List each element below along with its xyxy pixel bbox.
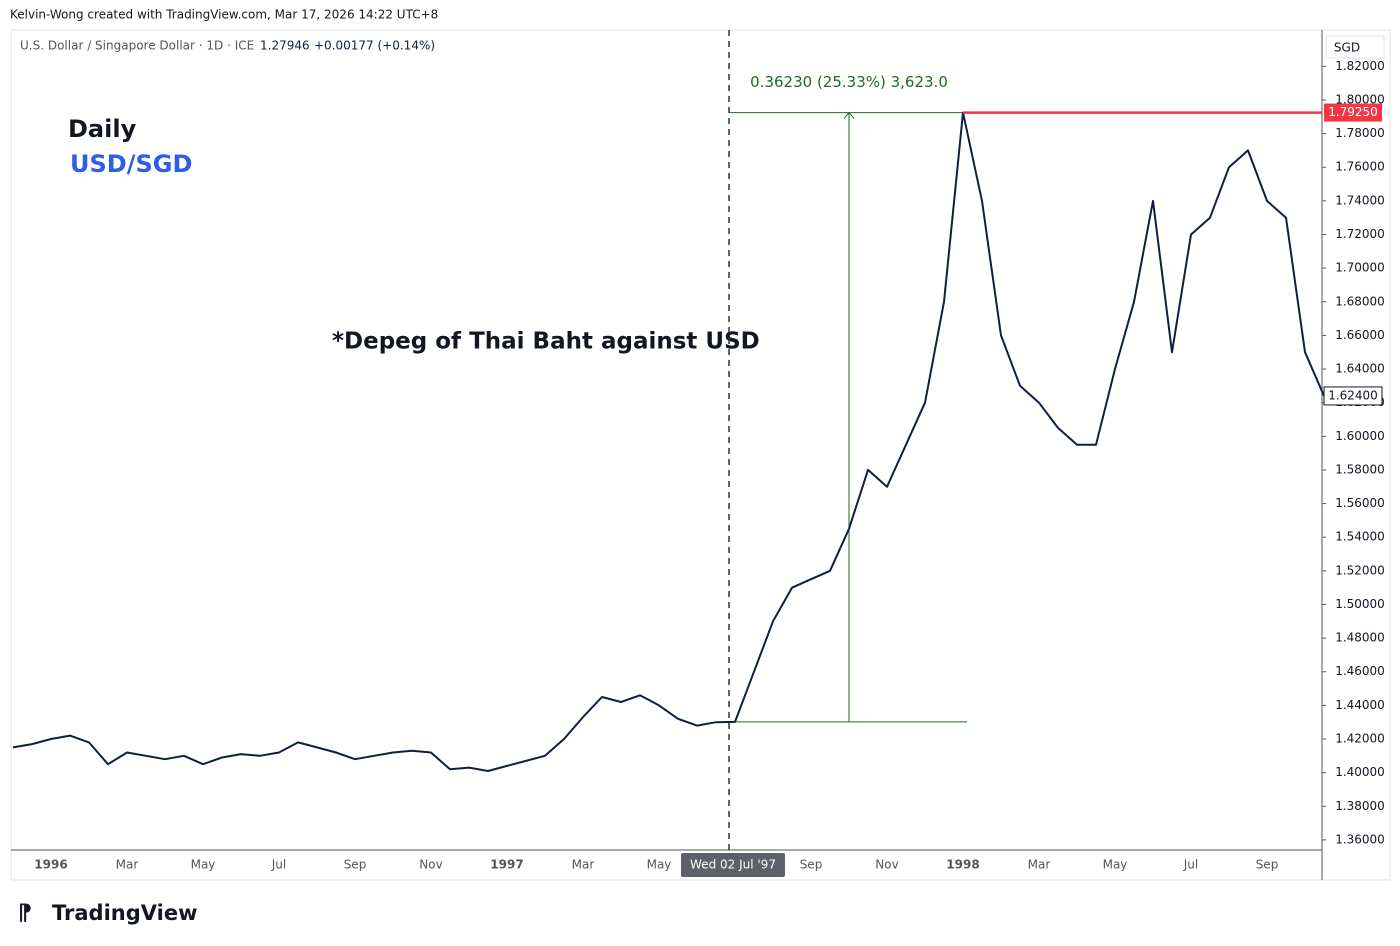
currency-box <box>1325 35 1385 59</box>
price: 1.27946 <box>260 39 310 53</box>
x-tick-label: Jul <box>271 858 286 872</box>
last-price-label: 1.62400 <box>1328 388 1378 402</box>
symbol: U.S. Dollar / Singapore Dollar · 1D · IC… <box>20 39 254 53</box>
event-label: *Depeg of Thai Baht against USD <box>332 329 760 355</box>
frame <box>10 29 1391 881</box>
x-tick-label: May <box>1103 858 1128 872</box>
pair-label: USD/SGD <box>70 150 192 178</box>
x-tick-label: Sep <box>344 858 367 872</box>
y-tick-label: 1.72000 <box>1335 227 1385 241</box>
y-tick-label: 1.52000 <box>1335 563 1385 577</box>
x-tick-label: Nov <box>875 858 898 872</box>
y-tick-label: 1.46000 <box>1335 664 1385 678</box>
logo-text: TradingView <box>52 901 197 925</box>
change: +0.00177 (+0.14%) <box>314 39 435 53</box>
high-price-label: 1.79250 <box>1328 105 1378 119</box>
y-tick-label: 1.60000 <box>1335 429 1385 443</box>
crosshair-date-box <box>681 853 785 877</box>
x-tick-label: Wed 02 Jul '97 <box>690 858 776 872</box>
x-tick-label: Sep <box>800 858 823 872</box>
timeframe-label: Daily <box>68 115 137 143</box>
x-tick-label: 1997 <box>490 858 523 872</box>
y-tick-label: 1.80000 <box>1335 92 1385 106</box>
y-tick-label: 1.48000 <box>1335 631 1385 645</box>
measure-arrow <box>843 111 855 119</box>
y-tick-label: 1.82000 <box>1335 59 1385 73</box>
x-tick-label: Sep <box>1256 858 1279 872</box>
y-tick-label: 1.66000 <box>1335 328 1385 342</box>
y-tick-label: 1.42000 <box>1335 732 1385 746</box>
y-tick-label: 1.70000 <box>1335 261 1385 275</box>
y-tick-label: 1.68000 <box>1335 294 1385 308</box>
attribution: Kelvin-Wong created with TradingView.com… <box>10 8 438 22</box>
x-tick-label: Mar <box>1028 858 1051 872</box>
y-tick-label: 1.40000 <box>1335 765 1385 779</box>
y-tick-label: 1.58000 <box>1335 462 1385 476</box>
y-tick-label: 1.44000 <box>1335 698 1385 712</box>
x-tick-label: 1996 <box>34 858 67 872</box>
y-tick-label: 1.76000 <box>1335 160 1385 174</box>
y-tick-label: 1.78000 <box>1335 126 1385 140</box>
x-tick-label: 1998 <box>946 858 979 872</box>
y-tick-label: 1.74000 <box>1335 193 1385 207</box>
measure-label: 0.36230 (25.33%) 3,623.0 <box>750 73 948 91</box>
y-tick-label: 1.50000 <box>1335 597 1385 611</box>
y-tick-label: 1.36000 <box>1335 832 1385 846</box>
y-tick-label: 1.54000 <box>1335 530 1385 544</box>
x-tick-label: May <box>647 858 672 872</box>
x-tick-label: Jul <box>1183 858 1198 872</box>
last-price-box <box>1323 386 1383 406</box>
x-tick-label: Mar <box>572 858 595 872</box>
high-price-box <box>1324 103 1382 122</box>
price-line <box>12 111 1325 772</box>
currency: SGD <box>1334 41 1360 55</box>
x-tick-label: Nov <box>419 858 442 872</box>
y-tick-label: 1.64000 <box>1335 362 1385 376</box>
y-tick-label: 1.56000 <box>1335 496 1385 510</box>
x-tick-label: Mar <box>116 858 139 872</box>
x-tick-label: May <box>191 858 216 872</box>
y-tick-label: 1.38000 <box>1335 799 1385 813</box>
logo: ⁋ <box>18 901 32 926</box>
